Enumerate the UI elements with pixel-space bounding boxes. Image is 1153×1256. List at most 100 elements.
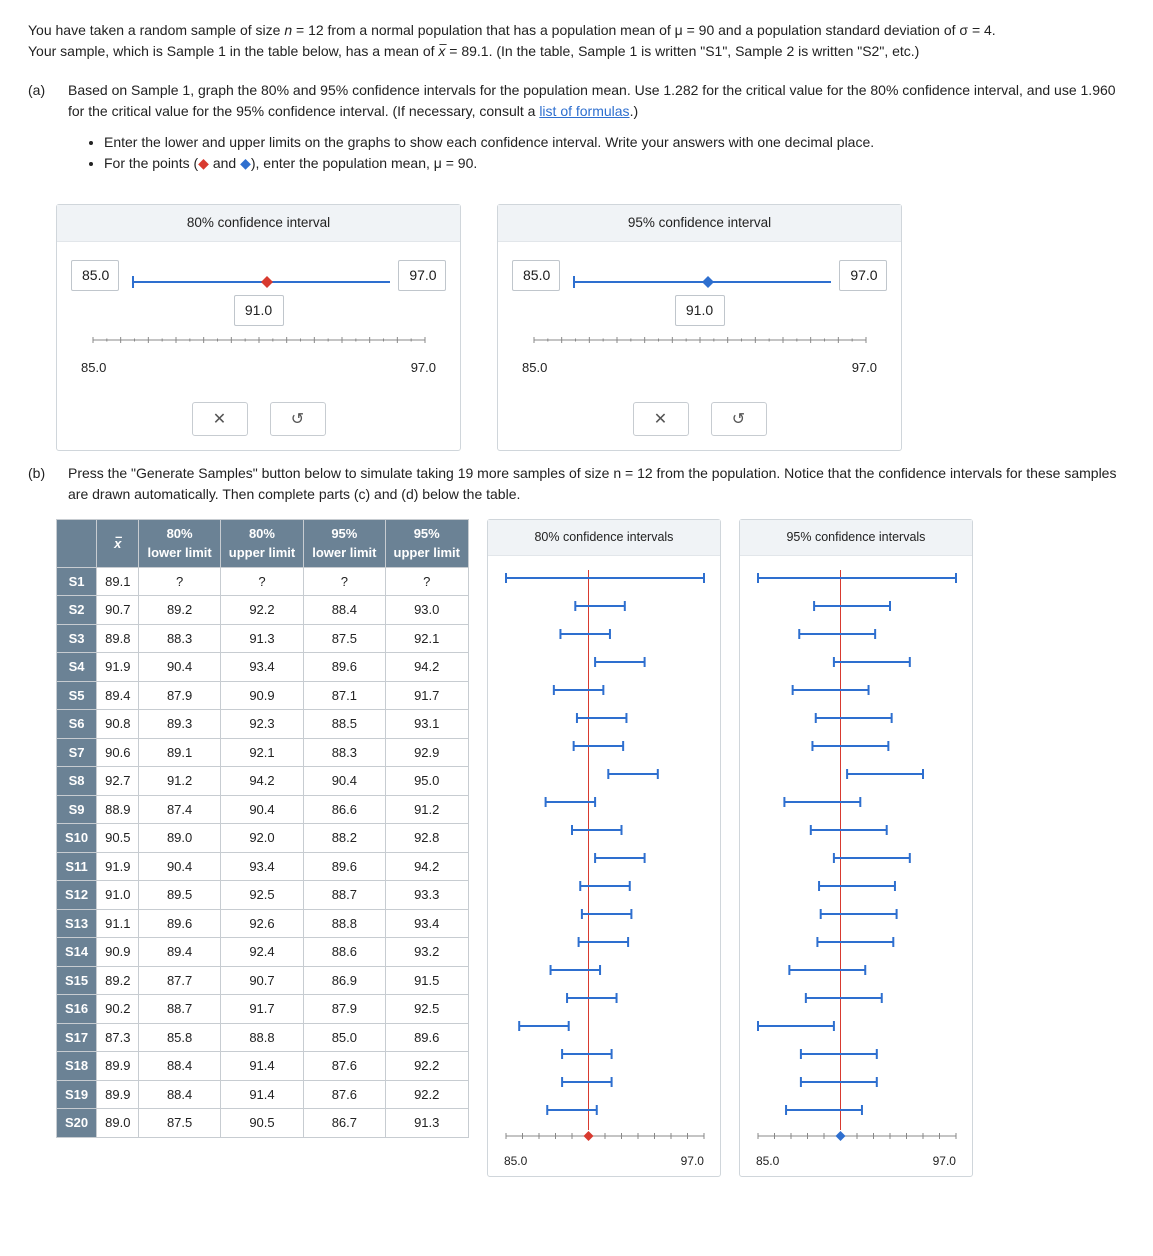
cell-95l: 85.0: [304, 1023, 385, 1052]
cell-80l: 88.7: [139, 995, 220, 1024]
ci-95-clear-button[interactable]: ✕: [633, 402, 689, 436]
cell-95l: ?: [304, 567, 385, 596]
row-id: S2: [57, 596, 97, 625]
ci-80-lower-input[interactable]: 85.0: [71, 260, 119, 291]
row-id: S9: [57, 795, 97, 824]
cell-xbar: 88.9: [97, 795, 139, 824]
cell-95u: 94.2: [385, 653, 468, 682]
table-row: S2 90.7 89.2 92.2 88.4 93.0: [57, 596, 469, 625]
cell-xbar: 90.9: [97, 938, 139, 967]
intro: You have taken a random sample of size n…: [28, 20, 1125, 62]
cell-95u: 92.2: [385, 1080, 468, 1109]
cell-95u: 91.3: [385, 1109, 468, 1138]
table-row: S11 91.9 90.4 93.4 89.6 94.2: [57, 852, 469, 881]
cell-95l: 88.4: [304, 596, 385, 625]
cell-80u: 92.1: [220, 738, 303, 767]
samples-table: x 80%lower limit 80%upper limit 95%lower…: [56, 519, 469, 1138]
cell-80l: 85.8: [139, 1023, 220, 1052]
ci-95-axis: [512, 332, 888, 354]
list-of-formulas-link[interactable]: list of formulas: [539, 103, 629, 119]
cell-95u: 92.5: [385, 995, 468, 1024]
row-id: S8: [57, 767, 97, 796]
cell-80l: 88.4: [139, 1052, 220, 1081]
ci-95-line-graphic[interactable]: [568, 262, 832, 290]
part-a-bullet-1: Enter the lower and upper limits on the …: [104, 132, 1125, 153]
row-id: S10: [57, 824, 97, 853]
close-icon: ✕: [213, 409, 226, 429]
cell-xbar: 90.8: [97, 710, 139, 739]
row-id: S20: [57, 1109, 97, 1138]
ci-80-chart-panel: 80% confidence intervals 85.0 97.0: [487, 519, 721, 1177]
cell-80u: 91.4: [220, 1052, 303, 1081]
cell-80u: 93.4: [220, 653, 303, 682]
ci-95-lower-input[interactable]: 85.0: [512, 260, 560, 291]
ci-95-reset-button[interactable]: ↺: [711, 402, 767, 436]
cell-95u: 92.8: [385, 824, 468, 853]
ci-80-mean-input[interactable]: 91.0: [234, 295, 284, 326]
cell-95u: 95.0: [385, 767, 468, 796]
cell-xbar: 89.8: [97, 624, 139, 653]
ci-80-clear-button[interactable]: ✕: [192, 402, 248, 436]
part-a-text: Based on Sample 1, graph the 80% and 95%…: [68, 80, 1125, 122]
cell-80l: 87.5: [139, 1109, 220, 1138]
ci-80-chart: [498, 564, 712, 1152]
cell-95l: 88.8: [304, 909, 385, 938]
row-id: S13: [57, 909, 97, 938]
cell-80l: 89.0: [139, 824, 220, 853]
ci-80-reset-button[interactable]: ↺: [270, 402, 326, 436]
row-id: S7: [57, 738, 97, 767]
col-blank: [57, 519, 97, 567]
cell-80u: 93.4: [220, 852, 303, 881]
ci-80-chart-title: 80% confidence intervals: [488, 520, 720, 556]
cell-80u: 90.9: [220, 681, 303, 710]
reset-icon: ↺: [291, 409, 304, 429]
ci-95-mean-input[interactable]: 91.0: [675, 295, 725, 326]
cell-xbar: 87.3: [97, 1023, 139, 1052]
cell-95u: 93.0: [385, 596, 468, 625]
table-row: S5 89.4 87.9 90.9 87.1 91.7: [57, 681, 469, 710]
table-row: S16 90.2 88.7 91.7 87.9 92.5: [57, 995, 469, 1024]
cell-80u: 90.5: [220, 1109, 303, 1138]
ci-80-line-graphic[interactable]: [127, 262, 391, 290]
cell-95l: 88.7: [304, 881, 385, 910]
cell-xbar: 90.6: [97, 738, 139, 767]
cell-95l: 90.4: [304, 767, 385, 796]
cell-xbar: 89.9: [97, 1080, 139, 1109]
cell-80u: 92.6: [220, 909, 303, 938]
table-row: S9 88.9 87.4 90.4 86.6 91.2: [57, 795, 469, 824]
cell-95l: 87.6: [304, 1080, 385, 1109]
cell-95l: 87.1: [304, 681, 385, 710]
ci-95-chart-axis-high: 97.0: [933, 1152, 956, 1170]
cell-95l: 89.6: [304, 653, 385, 682]
cell-80u: 91.7: [220, 995, 303, 1024]
cell-80u: 90.4: [220, 795, 303, 824]
cell-xbar: 89.4: [97, 681, 139, 710]
cell-95l: 88.5: [304, 710, 385, 739]
cell-80l: 87.7: [139, 966, 220, 995]
ci-80-upper-input[interactable]: 97.0: [398, 260, 446, 291]
part-a-label: (a): [28, 80, 56, 190]
row-id: S4: [57, 653, 97, 682]
ci-80-axis: [71, 332, 447, 354]
part-b-label: (b): [28, 463, 56, 505]
cell-95l: 87.9: [304, 995, 385, 1024]
ci-95-upper-input[interactable]: 97.0: [839, 260, 887, 291]
table-row: S15 89.2 87.7 90.7 86.9 91.5: [57, 966, 469, 995]
cell-95l: 88.3: [304, 738, 385, 767]
cell-95u: 93.3: [385, 881, 468, 910]
table-row: S13 91.1 89.6 92.6 88.8 93.4: [57, 909, 469, 938]
cell-80l: ?: [139, 567, 220, 596]
row-id: S19: [57, 1080, 97, 1109]
cell-80u: 94.2: [220, 767, 303, 796]
cell-xbar: 91.9: [97, 852, 139, 881]
table-row: S4 91.9 90.4 93.4 89.6 94.2: [57, 653, 469, 682]
col-xbar: x: [97, 519, 139, 567]
cell-80u: 92.4: [220, 938, 303, 967]
cell-80l: 89.4: [139, 938, 220, 967]
cell-95u: 91.2: [385, 795, 468, 824]
cell-95l: 87.5: [304, 624, 385, 653]
table-row: S18 89.9 88.4 91.4 87.6 92.2: [57, 1052, 469, 1081]
cell-95u: 91.7: [385, 681, 468, 710]
table-row: S14 90.9 89.4 92.4 88.6 93.2: [57, 938, 469, 967]
cell-95u: 92.1: [385, 624, 468, 653]
